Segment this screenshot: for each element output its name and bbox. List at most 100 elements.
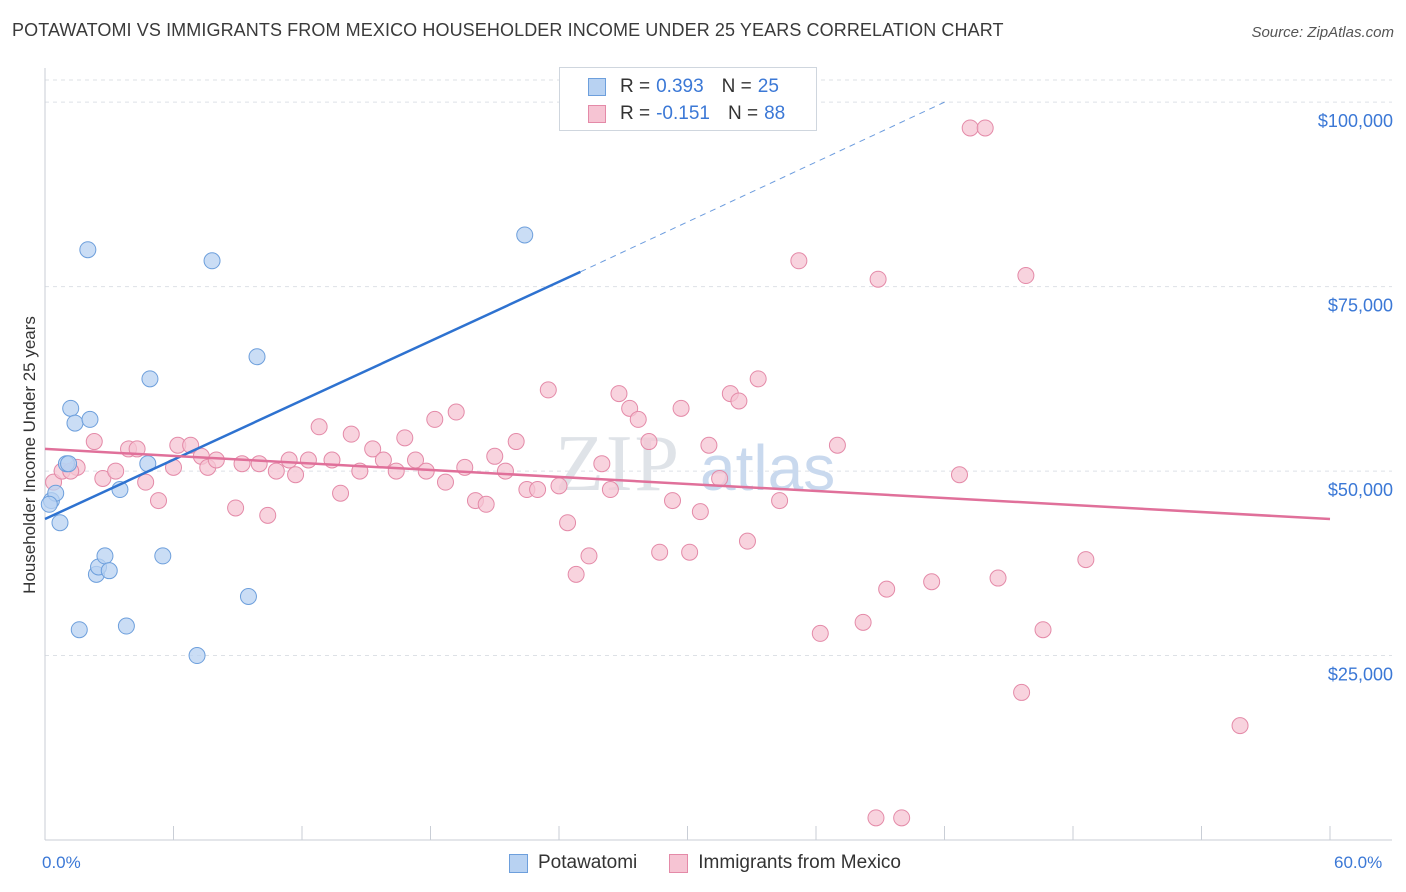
mexico-point: [364, 440, 382, 458]
mexico-point: [1034, 621, 1052, 639]
mexico-trend-line: [44, 447, 1331, 521]
mexico-point: [1077, 551, 1095, 569]
mexico-point: [867, 809, 885, 827]
mexico-point: [828, 436, 846, 454]
series-legend-swatch-pink: [669, 853, 689, 873]
mexico-point: [227, 499, 245, 517]
legend-r-value: -0.151: [656, 103, 710, 124]
mexico-point: [593, 455, 611, 473]
mexico-point: [259, 506, 277, 524]
mexico-point: [601, 481, 619, 499]
potawatomi-point: [60, 455, 78, 473]
mexico-point: [738, 532, 756, 550]
mexico-point: [287, 466, 305, 484]
mexico-point: [923, 573, 941, 591]
mexico-point: [672, 399, 690, 417]
legend-swatch-pink: [588, 105, 606, 123]
y-tick-labels: $25,000 $50,000 $75,000 $100,000: [1318, 111, 1393, 684]
mexico-point: [976, 119, 994, 137]
legend-n-label: N =: [727, 103, 759, 124]
mexico-point: [691, 503, 709, 521]
correlation-legend: R = 0.393 N = 25 R = -0.151 N = 88: [559, 67, 817, 131]
legend-n-value: 25: [757, 76, 779, 97]
legend-r-label: R =: [620, 103, 651, 124]
legend-r-label: R =: [620, 76, 651, 97]
mexico-point: [529, 481, 547, 499]
mexico-point: [854, 613, 872, 631]
grid-layer: [45, 79, 1392, 657]
potawatomi-point: [188, 647, 206, 665]
mexico-point: [700, 436, 718, 454]
mexico-point: [310, 418, 328, 436]
legend-n-label: N =: [721, 76, 752, 97]
mexico-point: [332, 484, 350, 502]
mexico-point: [580, 547, 598, 565]
mexico-point: [640, 433, 658, 451]
mexico-point: [250, 455, 268, 473]
potawatomi-point: [117, 617, 135, 635]
potawatomi-point: [96, 547, 114, 565]
mexico-point: [374, 451, 392, 469]
potawatomi-point: [248, 348, 266, 366]
series-legend: Potawatomi Immigrants from Mexico: [509, 852, 933, 874]
potawatomi-point: [100, 562, 118, 580]
mexico-point: [878, 580, 896, 598]
mexico-point: [447, 403, 465, 421]
potawatomi-point: [70, 621, 88, 639]
mexico-point: [961, 119, 979, 137]
mexico-point: [436, 473, 454, 491]
potawatomi-point: [81, 410, 99, 428]
mexico-point: [811, 624, 829, 642]
mexico-point: [629, 410, 647, 428]
potawatomi-point: [51, 514, 69, 532]
mexico-point: [567, 565, 585, 583]
mexico-point: [749, 370, 767, 388]
mexico-point: [342, 425, 360, 443]
mexico-point: [771, 492, 789, 510]
y-tick-label: $50,000: [1328, 480, 1393, 500]
mexico-point: [107, 462, 125, 480]
series-legend-swatch-blue: [509, 853, 528, 873]
mexico-point: [486, 447, 504, 465]
mexico-point: [507, 433, 525, 451]
watermark-atlas: atlas: [700, 432, 835, 504]
mexico-point: [651, 543, 669, 561]
legend-row-mexico: R = -0.151 N = 88: [588, 103, 785, 125]
x-tick-label-max: 60.0%: [1334, 853, 1383, 872]
mexico-point: [426, 410, 444, 428]
legend-swatch-blue: [588, 78, 606, 96]
legend-n-value: 88: [764, 103, 786, 124]
series-legend-label: Immigrants from Mexico: [698, 852, 901, 873]
y-axis-label: Householder Income Under 25 years: [20, 316, 39, 594]
mexico-point: [610, 385, 628, 403]
mexico-point: [137, 473, 155, 491]
potawatomi-point: [40, 495, 58, 513]
series-legend-label: Potawatomi: [538, 852, 638, 873]
potawatomi-point: [239, 588, 257, 606]
mexico-point: [267, 462, 285, 480]
mexico-point: [559, 514, 577, 532]
mexico-point: [387, 462, 405, 480]
mexico-point: [539, 381, 557, 399]
legend-row-potawatomi: R = 0.393 N = 25: [588, 76, 779, 98]
series-legend-potawatomi: Potawatomi: [509, 852, 637, 874]
source-note: Source: ZipAtlas.com: [1251, 24, 1394, 41]
potawatomi-point: [66, 414, 84, 432]
mexico-point: [1013, 683, 1031, 701]
mexico-point: [893, 809, 911, 827]
mexico-point: [233, 455, 251, 473]
mexico-point: [280, 451, 298, 469]
legend-r-value: 0.393: [656, 76, 704, 97]
mexico-point: [94, 469, 112, 487]
mexico-point: [730, 392, 748, 410]
mexico-point: [496, 462, 514, 480]
series-legend-mexico: Immigrants from Mexico: [669, 852, 901, 874]
mexico-point: [950, 466, 968, 484]
mexico-point: [299, 451, 317, 469]
potawatomi-trend-line: [44, 270, 581, 521]
trend-lines: [44, 101, 1331, 521]
potawatomi-trend-extension: [580, 101, 945, 273]
chart-title: POTAWATOMI VS IMMIGRANTS FROM MEXICO HOU…: [12, 20, 1004, 40]
potawatomi-point: [516, 226, 534, 244]
mexico-point: [711, 469, 729, 487]
